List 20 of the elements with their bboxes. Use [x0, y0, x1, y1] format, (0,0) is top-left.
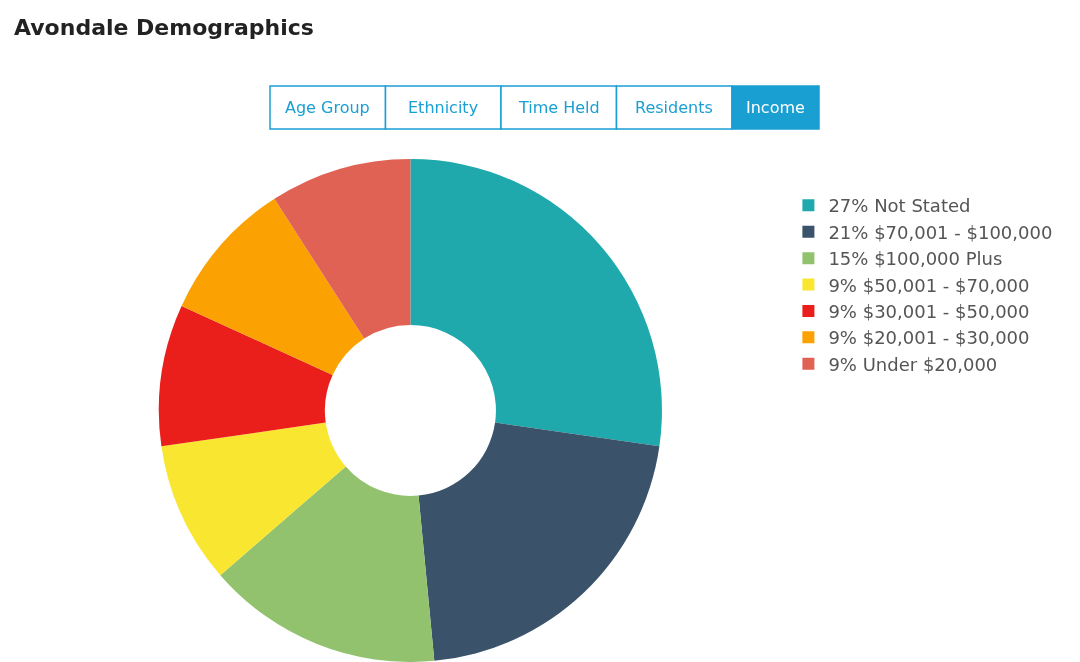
text: Ethnicity — [408, 98, 479, 117]
legend-label: 9% $30,001 - $50,000 — [828, 300, 1030, 322]
text: Age Group — [285, 98, 370, 117]
legend-label: 21% $70,001 - $100,000 — [828, 221, 1053, 243]
donut-slice — [410, 158, 662, 447]
donut-slice — [158, 305, 333, 447]
text: Residents — [635, 98, 713, 117]
legend-label: 27% Not Stated — [828, 195, 971, 217]
text: Income — [746, 98, 805, 117]
chart-title: Avondale Demographics — [14, 15, 314, 41]
donut-slice — [181, 198, 365, 375]
donut-slice — [161, 422, 346, 576]
donut-slice — [220, 466, 435, 662]
legend-label: 9% $50,001 - $70,000 — [828, 274, 1030, 296]
legend-label: 9% $20,001 - $30,000 — [828, 327, 1030, 349]
donut-slice — [418, 422, 660, 661]
legend-label: 15% $100,000 Plus — [828, 248, 1003, 270]
donut-slice — [274, 158, 411, 339]
text: Time Held — [518, 98, 600, 117]
legend-label: 9% Under $20,000 — [828, 353, 998, 375]
